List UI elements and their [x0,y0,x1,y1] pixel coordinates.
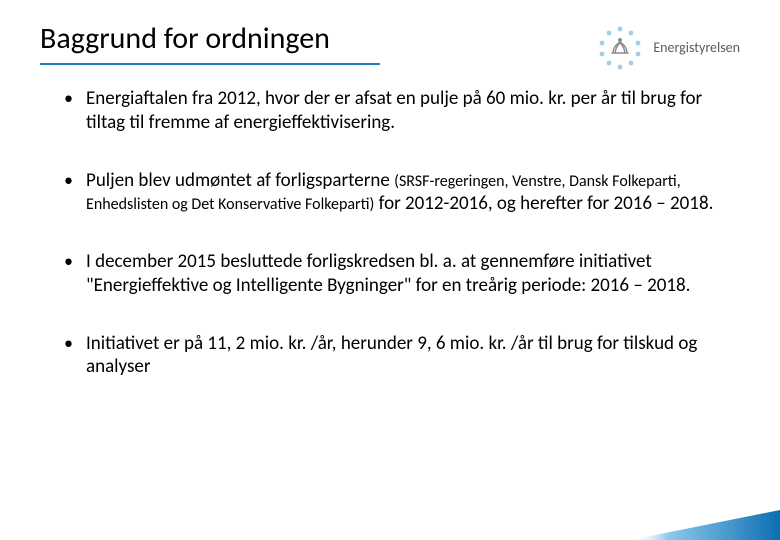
logo-text: Energistyrelsen [653,39,740,56]
bullet-text-prefix: Puljen blev udmøntet af forligsparterne [86,169,394,192]
corner-accent-icon [630,510,780,540]
page-title: Baggrund for ordningen [40,20,380,63]
list-item: I december 2015 besluttede forligskredse… [64,250,740,298]
logo-mark-icon [597,24,643,70]
list-item: Energiaftalen fra 2012, hvor der er afsa… [64,87,740,135]
bullet-text: Energiaftalen fra 2012, hvor der er afsa… [86,87,702,134]
bullet-text: I december 2015 besluttede forligskredse… [86,250,690,297]
title-underline [40,63,380,65]
bullet-list: Energiaftalen fra 2012, hvor der er afsa… [40,87,740,379]
list-item: Puljen blev udmøntet af forligsparterne … [64,169,740,217]
title-block: Baggrund for ordningen [40,20,380,83]
header-row: Baggrund for ordningen [40,20,740,83]
logo: Energistyrelsen [597,24,740,70]
bullet-text-suffix: for 2012-2016, og herefter for 2016 – 20… [374,192,713,215]
bullet-text: Initiativet er på 11, 2 mio. kr. /år, he… [86,332,697,379]
slide: Baggrund for ordningen [0,0,780,540]
list-item: Initiativet er på 11, 2 mio. kr. /år, he… [64,332,740,380]
